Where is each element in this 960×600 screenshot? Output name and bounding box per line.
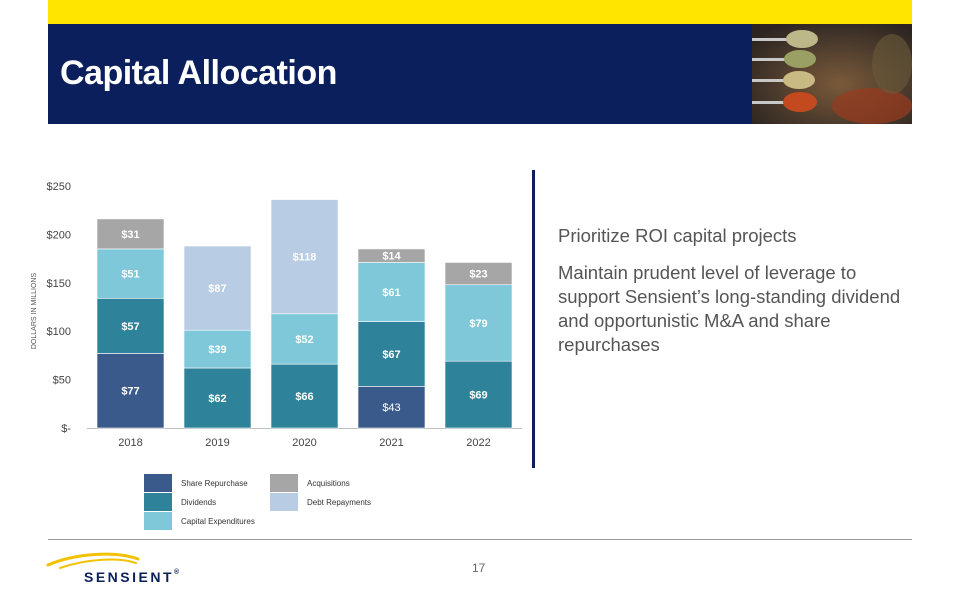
bar-capital-expenditures-2019	[183, 329, 252, 369]
legend-label: Capital Expenditures	[181, 517, 255, 526]
legend-label: Debt Repayments	[307, 498, 372, 507]
bar-dividends-2018	[96, 297, 165, 354]
legend-label: Dividends	[181, 498, 217, 507]
bar-capital-expenditures-2021	[357, 262, 426, 322]
legend-swatch	[144, 493, 172, 511]
data-label: $67	[382, 349, 400, 361]
data-label: $14	[382, 251, 401, 263]
bar-dividends-2019	[183, 367, 252, 429]
bar-capital-expenditures-2022	[444, 284, 513, 362]
bar-debt-repayments-2020	[270, 199, 339, 315]
y-tick-label: $250	[47, 181, 71, 193]
page-number: 17	[472, 561, 486, 575]
x-tick-label: 2021	[379, 437, 403, 449]
legend-swatch	[270, 493, 298, 511]
sensient-logo: SENSIENT®	[46, 551, 196, 587]
bar-acquisitions-2022	[444, 262, 513, 286]
bar-share-repurchase-2021	[357, 386, 426, 429]
capital-allocation-chart: $- $50 $100 $150 $200 $250 DOLLARS IN MILLIONS…	[31, 181, 522, 449]
title-banner: Capital Allocation	[48, 24, 912, 124]
x-tick-label: 2019	[205, 437, 229, 449]
bar-acquisitions-2021	[357, 248, 426, 263]
bar-dividends-2022	[444, 360, 513, 429]
data-label: $87	[208, 283, 226, 295]
bar-acquisitions-2018	[96, 218, 165, 250]
legend-swatch	[144, 474, 172, 492]
data-label: $23	[469, 269, 487, 281]
bar-share-repurchase-2018	[96, 353, 165, 429]
bullet-leverage: Maintain prudent level of leverage to su…	[558, 262, 901, 355]
footer-divider	[48, 539, 912, 540]
spice-spoons-image	[752, 24, 912, 124]
data-label: $79	[469, 318, 487, 330]
x-tick-label: 2020	[292, 437, 316, 449]
data-label: $77	[121, 386, 139, 398]
data-label: $118	[293, 252, 317, 264]
data-label: $62	[208, 393, 226, 405]
data-label: $39	[208, 344, 226, 356]
data-label: $43	[382, 402, 400, 414]
logo-wordmark: SENSIENT®	[84, 569, 180, 585]
x-tick-label: 2022	[466, 437, 490, 449]
page-title: Capital Allocation	[60, 54, 337, 92]
bar-capital-expenditures-2020	[270, 313, 339, 365]
bar-capital-expenditures-2018	[96, 248, 165, 299]
bullet-roi: Prioritize ROI capital projects	[558, 225, 797, 246]
y-tick-label: $200	[47, 229, 71, 241]
data-label: $31	[121, 229, 139, 241]
data-label: $66	[295, 391, 313, 403]
y-tick-label: $150	[47, 278, 71, 290]
y-axis-title: DOLLARS IN MILLIONS	[31, 273, 38, 350]
legend-swatch	[144, 512, 172, 530]
header-accent-stripe	[48, 0, 912, 24]
bar-debt-repayments-2019	[183, 245, 252, 331]
legend-swatch	[270, 474, 298, 492]
legend-label: Share Repurchase	[181, 479, 248, 488]
y-tick-label: $50	[53, 375, 71, 387]
data-label: $51	[121, 269, 139, 281]
data-label: $52	[295, 334, 313, 346]
data-label: $61	[382, 287, 400, 299]
data-label: $69	[469, 390, 487, 402]
y-tick-label: $100	[47, 326, 71, 338]
data-label: $57	[121, 321, 139, 333]
key-points: Prioritize ROI capital projects Maintain…	[558, 224, 908, 370]
legend-label: Acquisitions	[307, 479, 350, 488]
bar-dividends-2020	[270, 363, 339, 429]
bar-dividends-2021	[357, 321, 426, 387]
x-tick-label: 2018	[118, 437, 142, 449]
vertical-divider	[532, 170, 535, 468]
y-tick-label: $-	[61, 423, 71, 435]
logo-swoosh-icon	[46, 552, 140, 569]
